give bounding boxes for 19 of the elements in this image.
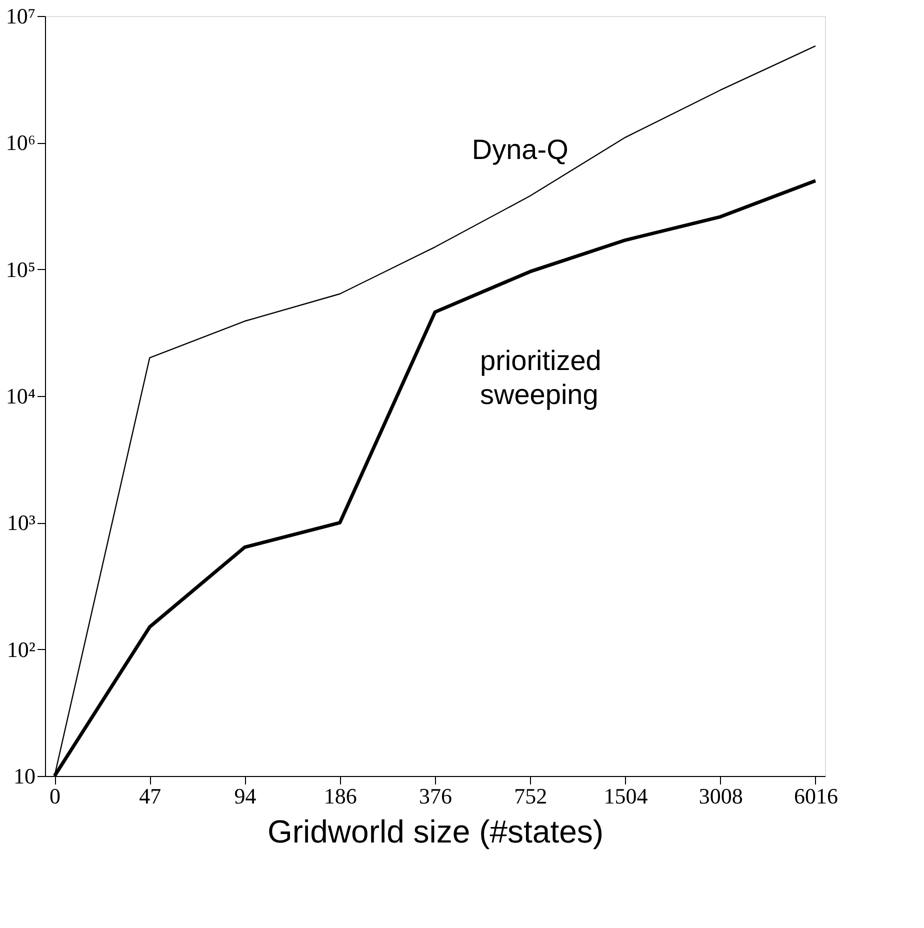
y-tick-label: 10⁷ bbox=[6, 4, 36, 28]
y-tick-label: 10² bbox=[6, 636, 36, 662]
x-tick-label: 186 bbox=[324, 784, 357, 808]
series-label: prioritized sweeping bbox=[480, 345, 602, 410]
y-tick-label: 10 bbox=[14, 764, 36, 788]
x-tick-label: 752 bbox=[514, 784, 548, 808]
x-tick-label: 3008 bbox=[698, 784, 743, 808]
y-tick-label: 10⁴ bbox=[6, 384, 36, 408]
y-tick-label: 10⁵ bbox=[6, 256, 36, 282]
x-tick-label: 6016 bbox=[794, 784, 838, 808]
x-tick-label: 376 bbox=[419, 784, 452, 808]
x-tick-label: 94 bbox=[234, 784, 256, 808]
x-tick-label: 47 bbox=[139, 784, 162, 808]
y-tick-label: 10³ bbox=[6, 510, 36, 536]
x-tick-label: 1504 bbox=[604, 784, 648, 808]
series-label: Dyna-Q bbox=[472, 134, 568, 165]
x-tick-label: 0 bbox=[50, 784, 61, 808]
x-axis-title: Gridworld size (#states) bbox=[267, 814, 604, 850]
y-tick-label: 10⁶ bbox=[6, 130, 36, 156]
